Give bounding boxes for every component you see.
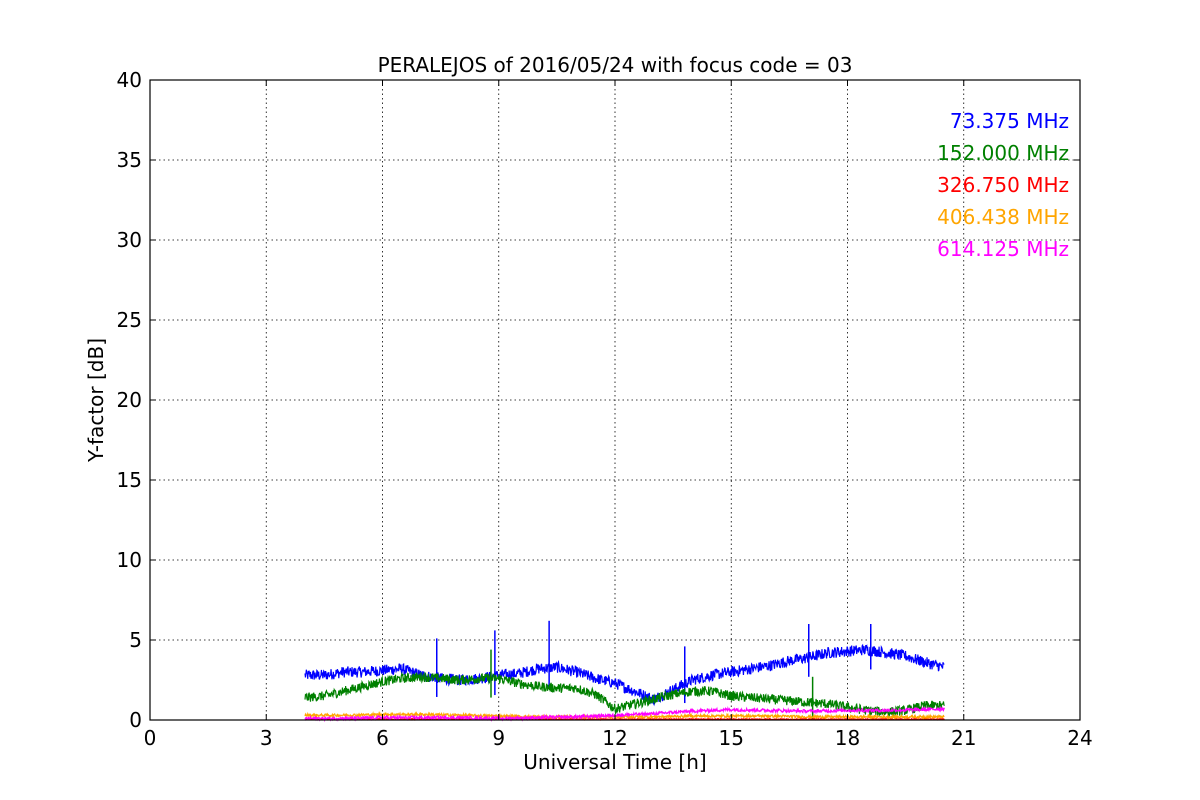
x-tick-label: 15 xyxy=(719,726,744,750)
y-tick-label: 20 xyxy=(117,388,142,412)
y-tick-label: 10 xyxy=(117,548,142,572)
chart-title: PERALEJOS of 2016/05/24 with focus code … xyxy=(378,53,853,77)
x-tick-label: 12 xyxy=(602,726,627,750)
x-tick-label: 3 xyxy=(260,726,273,750)
x-axis-label: Universal Time [h] xyxy=(523,750,706,774)
y-tick-label: 30 xyxy=(117,228,142,252)
y-tick-label: 0 xyxy=(129,708,142,732)
series-line xyxy=(304,643,945,707)
y-tick-label: 15 xyxy=(117,468,142,492)
legend-entry: 614.125 MHz xyxy=(937,237,1069,261)
legend-entry: 406.438 MHz xyxy=(937,205,1069,229)
x-tick-label: 24 xyxy=(1067,726,1092,750)
y-tick-label: 40 xyxy=(117,68,142,92)
series-line xyxy=(304,705,945,723)
x-tick-label: 9 xyxy=(492,726,505,750)
legend-entry: 326.750 MHz xyxy=(937,173,1069,197)
series-4 xyxy=(304,705,945,723)
legend-entry: 73.375 MHz xyxy=(950,109,1069,133)
x-tick-label: 18 xyxy=(835,726,860,750)
series-line xyxy=(304,671,945,717)
x-tick-label: 0 xyxy=(144,726,157,750)
y-tick-label: 25 xyxy=(117,308,142,332)
x-tick-label: 21 xyxy=(951,726,976,750)
series-0 xyxy=(304,620,945,707)
x-tick-label: 6 xyxy=(376,726,389,750)
y-tick-label: 35 xyxy=(117,148,142,172)
series-group xyxy=(304,620,945,723)
legend: 73.375 MHz 152.000 MHz 326.750 MHz 406.438 … xyxy=(937,109,1069,261)
legend-entry: 152.000 MHz xyxy=(937,141,1069,165)
y-tick-label: 5 xyxy=(129,628,142,652)
ticks: 0 3 6 9 12 15 18 21 24 0 5 10 15 20 25 30 35 40 xyxy=(117,68,1093,750)
y-axis-label: Y-factor [dB] xyxy=(84,338,108,463)
grid xyxy=(150,80,1080,720)
series-1 xyxy=(304,649,945,720)
